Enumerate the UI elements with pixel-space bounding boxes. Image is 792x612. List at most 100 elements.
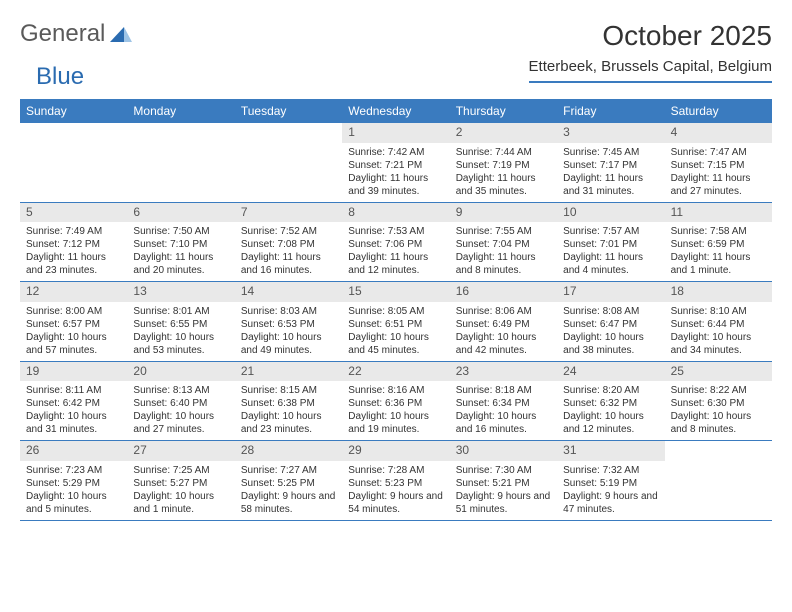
sunrise-text: Sunrise: 8:22 AM (671, 384, 766, 397)
day-number: 10 (557, 203, 664, 223)
day-number: 14 (235, 282, 342, 302)
day-body: Sunrise: 7:50 AMSunset: 7:10 PMDaylight:… (127, 222, 234, 281)
sunrise-text: Sunrise: 7:42 AM (348, 146, 443, 159)
day-number: 7 (235, 203, 342, 223)
sunset-text: Sunset: 6:32 PM (563, 397, 658, 410)
day-body: Sunrise: 8:05 AMSunset: 6:51 PMDaylight:… (342, 302, 449, 361)
day-number: 6 (127, 203, 234, 223)
day-cell: 11Sunrise: 7:58 AMSunset: 6:59 PMDayligh… (665, 203, 772, 282)
sunset-text: Sunset: 7:06 PM (348, 238, 443, 251)
sunset-text: Sunset: 7:21 PM (348, 159, 443, 172)
day-cell: 18Sunrise: 8:10 AMSunset: 6:44 PMDayligh… (665, 282, 772, 361)
week-row: 1Sunrise: 7:42 AMSunset: 7:21 PMDaylight… (20, 123, 772, 203)
sunrise-text: Sunrise: 8:03 AM (241, 305, 336, 318)
daylight-text: Daylight: 11 hours and 27 minutes. (671, 172, 766, 198)
day-body: Sunrise: 8:22 AMSunset: 6:30 PMDaylight:… (665, 381, 772, 440)
sunrise-text: Sunrise: 7:47 AM (671, 146, 766, 159)
daylight-text: Daylight: 10 hours and 5 minutes. (26, 490, 121, 516)
sunrise-text: Sunrise: 7:58 AM (671, 225, 766, 238)
day-number: 27 (127, 441, 234, 461)
sunset-text: Sunset: 6:30 PM (671, 397, 766, 410)
day-cell: 4Sunrise: 7:47 AMSunset: 7:15 PMDaylight… (665, 123, 772, 202)
daylight-text: Daylight: 10 hours and 12 minutes. (563, 410, 658, 436)
sunset-text: Sunset: 5:23 PM (348, 477, 443, 490)
day-cell: 29Sunrise: 7:28 AMSunset: 5:23 PMDayligh… (342, 441, 449, 520)
daylight-text: Daylight: 10 hours and 8 minutes. (671, 410, 766, 436)
day-number: 21 (235, 362, 342, 382)
day-body: Sunrise: 8:13 AMSunset: 6:40 PMDaylight:… (127, 381, 234, 440)
sunset-text: Sunset: 5:19 PM (563, 477, 658, 490)
day-number: 2 (450, 123, 557, 143)
day-number: 1 (342, 123, 449, 143)
sunset-text: Sunset: 7:10 PM (133, 238, 228, 251)
daylight-text: Daylight: 10 hours and 19 minutes. (348, 410, 443, 436)
sunrise-text: Sunrise: 8:13 AM (133, 384, 228, 397)
sunrise-text: Sunrise: 7:57 AM (563, 225, 658, 238)
day-body: Sunrise: 8:06 AMSunset: 6:49 PMDaylight:… (450, 302, 557, 361)
day-cell: 14Sunrise: 8:03 AMSunset: 6:53 PMDayligh… (235, 282, 342, 361)
sunrise-text: Sunrise: 7:53 AM (348, 225, 443, 238)
day-cell-empty (20, 123, 127, 202)
day-cell: 16Sunrise: 8:06 AMSunset: 6:49 PMDayligh… (450, 282, 557, 361)
day-body: Sunrise: 7:25 AMSunset: 5:27 PMDaylight:… (127, 461, 234, 520)
day-cell: 22Sunrise: 8:16 AMSunset: 6:36 PMDayligh… (342, 362, 449, 441)
day-body: Sunrise: 7:32 AMSunset: 5:19 PMDaylight:… (557, 461, 664, 520)
daylight-text: Daylight: 10 hours and 27 minutes. (133, 410, 228, 436)
day-body: Sunrise: 7:47 AMSunset: 7:15 PMDaylight:… (665, 143, 772, 202)
day-number: 3 (557, 123, 664, 143)
day-cell: 12Sunrise: 8:00 AMSunset: 6:57 PMDayligh… (20, 282, 127, 361)
sunrise-text: Sunrise: 7:55 AM (456, 225, 551, 238)
day-number: 13 (127, 282, 234, 302)
weekday-header: Tuesday (235, 99, 342, 123)
daylight-text: Daylight: 10 hours and 38 minutes. (563, 331, 658, 357)
sunrise-text: Sunrise: 8:01 AM (133, 305, 228, 318)
day-number: 30 (450, 441, 557, 461)
daylight-text: Daylight: 10 hours and 45 minutes. (348, 331, 443, 357)
page: General October 2025 Etterbeek, Brussels… (0, 0, 792, 533)
weekday-header-row: Sunday Monday Tuesday Wednesday Thursday… (20, 99, 772, 123)
day-body: Sunrise: 7:49 AMSunset: 7:12 PMDaylight:… (20, 222, 127, 281)
day-cell: 2Sunrise: 7:44 AMSunset: 7:19 PMDaylight… (450, 123, 557, 202)
week-row: 26Sunrise: 7:23 AMSunset: 5:29 PMDayligh… (20, 441, 772, 521)
day-cell: 8Sunrise: 7:53 AMSunset: 7:06 PMDaylight… (342, 203, 449, 282)
sunrise-text: Sunrise: 8:11 AM (26, 384, 121, 397)
daylight-text: Daylight: 9 hours and 51 minutes. (456, 490, 551, 516)
daylight-text: Daylight: 11 hours and 35 minutes. (456, 172, 551, 198)
day-cell: 17Sunrise: 8:08 AMSunset: 6:47 PMDayligh… (557, 282, 664, 361)
week-row: 12Sunrise: 8:00 AMSunset: 6:57 PMDayligh… (20, 282, 772, 362)
logo-triangle-icon (110, 25, 132, 43)
location-text: Etterbeek, Brussels Capital, Belgium (529, 58, 772, 83)
daylight-text: Daylight: 11 hours and 20 minutes. (133, 251, 228, 277)
day-number: 5 (20, 203, 127, 223)
sunset-text: Sunset: 5:25 PM (241, 477, 336, 490)
sunrise-text: Sunrise: 7:52 AM (241, 225, 336, 238)
sunrise-text: Sunrise: 8:16 AM (348, 384, 443, 397)
day-number: 19 (20, 362, 127, 382)
day-cell-empty (665, 441, 772, 520)
day-cell: 21Sunrise: 8:15 AMSunset: 6:38 PMDayligh… (235, 362, 342, 441)
day-number: 25 (665, 362, 772, 382)
day-body: Sunrise: 8:03 AMSunset: 6:53 PMDaylight:… (235, 302, 342, 361)
day-body: Sunrise: 7:27 AMSunset: 5:25 PMDaylight:… (235, 461, 342, 520)
month-title: October 2025 (529, 20, 772, 52)
sunrise-text: Sunrise: 7:28 AM (348, 464, 443, 477)
sunrise-text: Sunrise: 7:25 AM (133, 464, 228, 477)
day-body: Sunrise: 7:44 AMSunset: 7:19 PMDaylight:… (450, 143, 557, 202)
day-body: Sunrise: 7:53 AMSunset: 7:06 PMDaylight:… (342, 222, 449, 281)
day-body: Sunrise: 7:45 AMSunset: 7:17 PMDaylight:… (557, 143, 664, 202)
daylight-text: Daylight: 10 hours and 1 minute. (133, 490, 228, 516)
sunset-text: Sunset: 7:08 PM (241, 238, 336, 251)
daylight-text: Daylight: 11 hours and 39 minutes. (348, 172, 443, 198)
daylight-text: Daylight: 10 hours and 49 minutes. (241, 331, 336, 357)
day-number: 15 (342, 282, 449, 302)
day-number: 23 (450, 362, 557, 382)
day-body: Sunrise: 8:20 AMSunset: 6:32 PMDaylight:… (557, 381, 664, 440)
sunset-text: Sunset: 6:55 PM (133, 318, 228, 331)
sunset-text: Sunset: 5:27 PM (133, 477, 228, 490)
day-body: Sunrise: 7:28 AMSunset: 5:23 PMDaylight:… (342, 461, 449, 520)
day-cell: 31Sunrise: 7:32 AMSunset: 5:19 PMDayligh… (557, 441, 664, 520)
sunrise-text: Sunrise: 8:20 AM (563, 384, 658, 397)
daylight-text: Daylight: 9 hours and 58 minutes. (241, 490, 336, 516)
sunset-text: Sunset: 6:59 PM (671, 238, 766, 251)
daylight-text: Daylight: 10 hours and 23 minutes. (241, 410, 336, 436)
